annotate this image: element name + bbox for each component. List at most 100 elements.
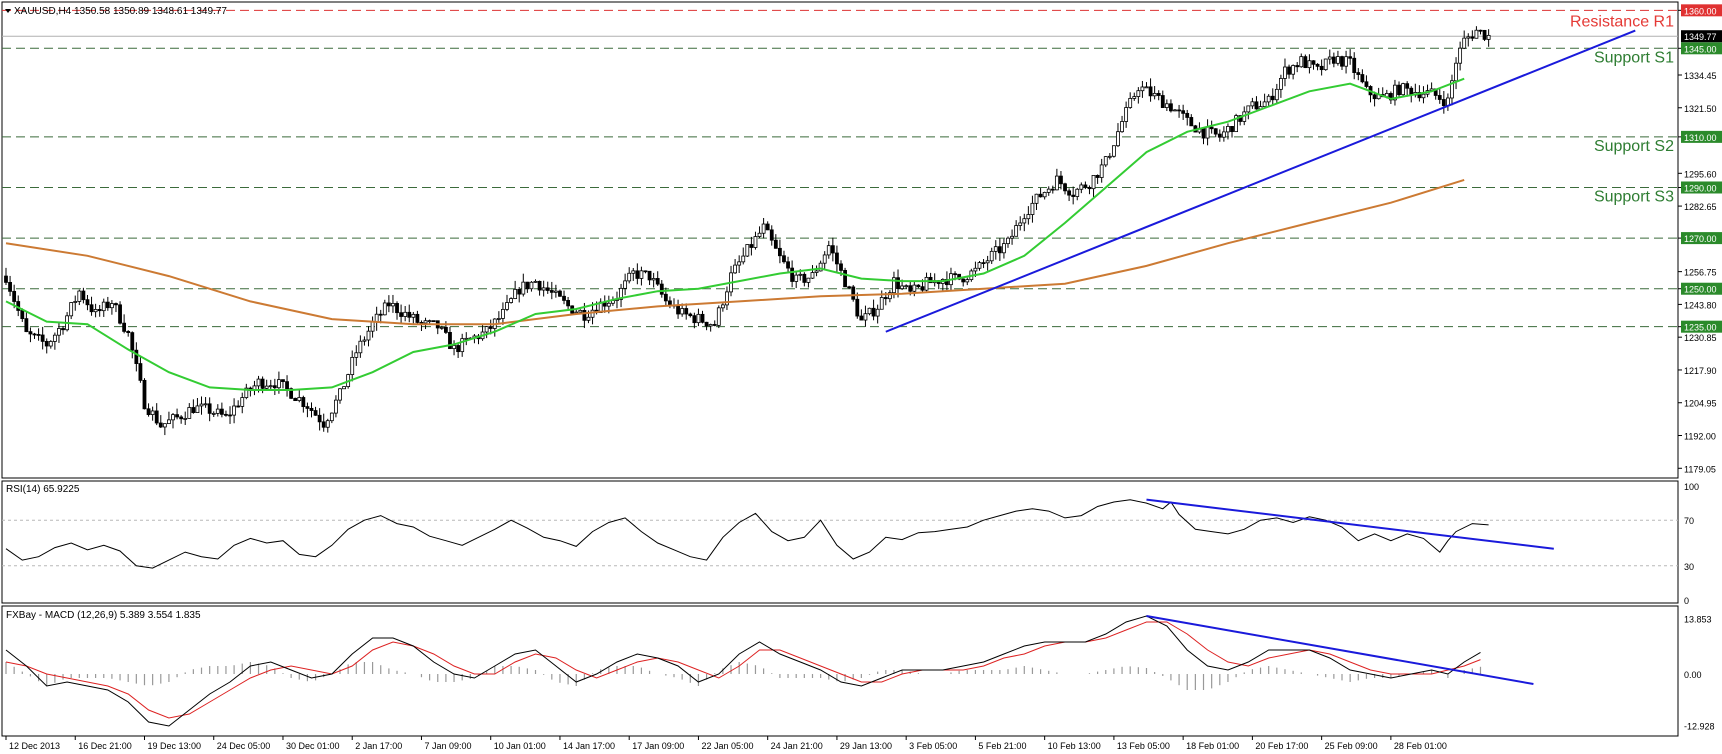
current-price-tag: [1681, 30, 1722, 43]
candle-body: [97, 309, 102, 312]
candle-body: [1450, 80, 1454, 99]
candle-body: [20, 310, 25, 320]
candle-body: [1327, 56, 1332, 60]
candle-body: [847, 286, 852, 289]
sma-green-line: [5, 77, 1465, 391]
level-tag-label: 1250.00: [1684, 285, 1717, 295]
candle-body: [228, 414, 232, 417]
candle-body: [843, 269, 847, 288]
candle-body: [1262, 101, 1267, 108]
candle-body: [1034, 193, 1039, 204]
candle-body: [562, 295, 566, 301]
candle-body: [142, 379, 147, 410]
candle-body: [1148, 86, 1153, 97]
candle-body: [1303, 56, 1308, 69]
candle-body: [1095, 174, 1100, 178]
candle-body: [175, 414, 179, 418]
y-tick-label: 1204.95: [1684, 399, 1717, 409]
candle-body: [1454, 62, 1458, 82]
level-label: Support S2: [1594, 138, 1674, 155]
candle-body: [639, 270, 644, 279]
candle-body: [297, 397, 302, 402]
candle-body: [301, 397, 306, 408]
candle-body: [150, 410, 155, 416]
candle-body: [342, 386, 346, 390]
candle-body: [118, 304, 122, 324]
candle-body: [28, 331, 33, 335]
candle-body: [1466, 36, 1471, 39]
level-label: Support S1: [1594, 49, 1674, 66]
price-header: XAUUSD,H4 1350.58 1350.89 1348.61 1349.7…: [14, 6, 227, 17]
candle-body: [839, 263, 843, 271]
candle-body: [1393, 84, 1397, 101]
candle-body: [643, 270, 648, 273]
candle-body: [1201, 127, 1206, 139]
x-tick-label: 5 Feb 21:00: [978, 741, 1026, 751]
candle-body: [981, 262, 986, 265]
level-tag: [1681, 320, 1722, 333]
candle-body: [1405, 83, 1410, 89]
candle-body: [1185, 112, 1190, 118]
candle-body: [1234, 115, 1238, 133]
candle-body: [309, 407, 314, 411]
candle-body: [114, 303, 118, 306]
rsi-tick-label: 30: [1684, 562, 1694, 572]
candle-body: [509, 298, 513, 303]
y-tick-label: 1179.05: [1684, 464, 1716, 474]
candle-body: [696, 313, 701, 324]
sma-orange-line: [5, 178, 1465, 326]
candle-body: [73, 301, 78, 303]
y-tick-label: 1321.50: [1684, 104, 1717, 114]
candle-body: [24, 318, 29, 333]
candle-body: [1283, 66, 1287, 79]
candle-body: [928, 276, 933, 284]
candle-body: [195, 405, 200, 413]
candle-body: [1144, 86, 1149, 89]
candle-body: [1331, 56, 1336, 64]
candle-body: [277, 379, 281, 389]
candle-body: [1401, 83, 1405, 96]
candle-body: [240, 397, 245, 407]
candle-body: [716, 307, 721, 326]
candle-body: [908, 285, 913, 292]
candle-body: [1010, 235, 1014, 239]
candle-body: [1226, 126, 1230, 133]
candle-body: [496, 318, 501, 320]
candle-body: [313, 410, 318, 416]
candle-body: [232, 405, 236, 416]
level-tag: [1681, 282, 1722, 295]
candle-body: [1059, 175, 1063, 185]
candle-body: [965, 279, 970, 283]
candle-body: [1360, 74, 1365, 83]
candle-body: [386, 302, 391, 307]
y-tick-label: 1282.65: [1684, 202, 1717, 212]
x-tick-label: 24 Jan 21:00: [771, 741, 823, 751]
candle-body: [810, 272, 815, 279]
candle-body: [1079, 184, 1084, 190]
rsi-tick-label: 0: [1684, 596, 1689, 606]
candle-body: [1356, 72, 1361, 75]
candle-body: [1291, 65, 1296, 75]
candle-body: [1063, 183, 1067, 192]
candle-body: [1340, 56, 1344, 67]
candle-body: [1299, 56, 1304, 68]
candle-body: [1152, 92, 1157, 97]
candle-body: [892, 277, 896, 294]
candle-body: [1217, 133, 1222, 138]
candle-body: [1279, 78, 1283, 90]
candle-body: [627, 272, 632, 282]
candle-body: [1213, 128, 1218, 135]
candle-body: [456, 345, 461, 353]
candle-body: [786, 261, 790, 269]
dropdown-triangle-icon[interactable]: [5, 9, 11, 13]
candle-body: [765, 223, 770, 231]
candle-body: [167, 419, 171, 425]
candle-body: [684, 308, 689, 315]
candle-body: [737, 261, 742, 266]
candle-body: [663, 293, 668, 302]
candle-body: [835, 252, 839, 265]
price-panel-frame: [1, 1, 1679, 479]
candle-body: [57, 328, 61, 336]
candle-body: [1181, 110, 1186, 114]
candle-body: [85, 299, 90, 306]
